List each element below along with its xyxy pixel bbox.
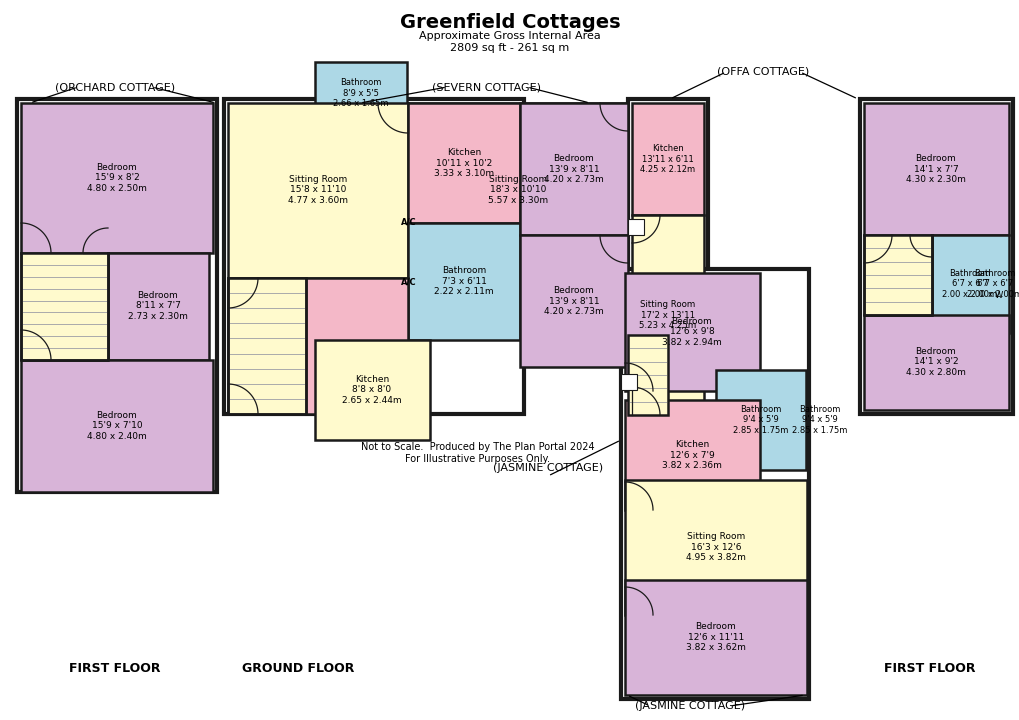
Text: Bedroom
14'1 x 7'7
4.30 x 2.30m: Bedroom 14'1 x 7'7 4.30 x 2.30m [905,154,965,184]
Bar [228,103,408,278]
Text: (JASMINE COTTAGE): (JASMINE COTTAGE) [492,463,602,473]
Bar [21,253,108,360]
Text: Bedroom
14'1 x 9'2
4.30 x 2.80m: Bedroom 14'1 x 9'2 4.30 x 2.80m [905,347,965,377]
Bar [859,99,1012,414]
Text: Bathroom
6'7 x 6'7
2.00 x 2.00m: Bathroom 6'7 x 6'7 2.00 x 2.00m [942,269,997,299]
Bar [621,269,808,699]
Text: Bedroom
15'9 x 7'10
4.80 x 2.40m: Bedroom 15'9 x 7'10 4.80 x 2.40m [87,411,147,441]
Text: Sitting Room
18'3 x 10'10
5.57 x 3.30m: Sitting Room 18'3 x 10'10 5.57 x 3.30m [487,175,547,205]
Bar [315,62,407,124]
Bar [408,103,628,315]
Text: 2809 sq ft - 261 sq m: 2809 sq ft - 261 sq m [450,43,569,53]
Text: Kitchen
8'8 x 8'0
2.65 x 2.44m: Kitchen 8'8 x 8'0 2.65 x 2.44m [341,375,401,405]
Bar [715,370,805,470]
Bar [628,219,643,235]
Bar [632,103,703,215]
Text: For Illustrative Purposes Only.: For Illustrative Purposes Only. [406,454,550,464]
Bar [408,103,520,223]
Bar [632,215,703,415]
Bar [863,315,1008,410]
Text: Bathroom
8'9 x 5'5
2.66 x 1.65m: Bathroom 8'9 x 5'5 2.66 x 1.65m [333,78,388,108]
Bar [228,278,306,414]
Text: Kitchen
12'6 x 7'9
3.82 x 2.36m: Kitchen 12'6 x 7'9 3.82 x 2.36m [661,440,721,470]
Text: Sitting Room
15'8 x 11'10
4.77 x 3.60m: Sitting Room 15'8 x 11'10 4.77 x 3.60m [287,175,347,205]
Bar [408,223,520,340]
Text: Sitting Room
17'2 x 13'11
5.23 x 4.25m: Sitting Room 17'2 x 13'11 5.23 x 4.25m [639,300,696,330]
Text: Bedroom
13'9 x 8'11
4.20 x 2.73m: Bedroom 13'9 x 8'11 4.20 x 2.73m [543,154,603,184]
Bar [21,360,213,492]
Bar [628,99,707,419]
Text: Bedroom
8'11 x 7'7
2.73 x 2.30m: Bedroom 8'11 x 7'7 2.73 x 2.30m [128,291,187,321]
Bar [625,273,759,391]
Text: (JASMINE COTTAGE): (JASMINE COTTAGE) [634,701,744,711]
Text: (OFFA COTTAGE): (OFFA COTTAGE) [716,67,808,77]
Text: FIRST FLOOR: FIRST FLOOR [883,662,975,675]
Text: Bedroom
13'9 x 8'11
4.20 x 2.73m: Bedroom 13'9 x 8'11 4.20 x 2.73m [543,286,603,316]
Text: Bedroom
15'9 x 8'2
4.80 x 2.50m: Bedroom 15'9 x 8'2 4.80 x 2.50m [87,163,147,193]
Text: Bathroom
6'7 x 6'7
2.00 x 2.00m: Bathroom 6'7 x 6'7 2.00 x 2.00m [966,269,1019,299]
Text: FIRST FLOOR: FIRST FLOOR [69,662,161,675]
Text: A/C: A/C [400,277,417,287]
Bar [315,340,430,440]
Bar [625,400,759,510]
Text: C: C [632,222,639,232]
Bar [628,335,667,415]
Text: Greenfield Cottages: Greenfield Cottages [399,12,620,32]
Bar [21,103,213,253]
Bar [931,235,1008,333]
Bar [863,103,1008,235]
Text: C: C [626,377,632,387]
Text: Approximate Gross Internal Area: Approximate Gross Internal Area [419,31,600,41]
Bar [228,278,408,414]
Bar [863,235,931,315]
Bar [520,235,628,367]
Text: (SEVERN COTTAGE): (SEVERN COTTAGE) [432,82,541,92]
Text: Bedroom
12'6 x 11'11
3.82 x 3.62m: Bedroom 12'6 x 11'11 3.82 x 3.62m [686,622,745,652]
Bar [224,99,524,414]
Text: Bathroom
9'4 x 5'9
2.85 x 1.75m: Bathroom 9'4 x 5'9 2.85 x 1.75m [792,405,847,435]
Text: W: W [994,290,1002,300]
Bar [621,374,637,390]
Text: Bedroom
12'6 x 9'8
3.82 x 2.94m: Bedroom 12'6 x 9'8 3.82 x 2.94m [661,317,721,347]
Bar [17,99,217,492]
Text: Kitchen
10'11 x 10'2
3.33 x 3.10m: Kitchen 10'11 x 10'2 3.33 x 3.10m [433,148,493,178]
Bar [520,103,628,235]
Text: A/C: A/C [400,217,417,227]
Text: GROUND FLOOR: GROUND FLOOR [242,662,354,675]
Text: (ORCHARD COTTAGE): (ORCHARD COTTAGE) [55,82,175,92]
Text: Bathroom
9'4 x 5'9
2.85 x 1.75m: Bathroom 9'4 x 5'9 2.85 x 1.75m [733,405,788,435]
Bar [108,253,209,360]
Text: Bathroom
7'3 x 6'11
2.22 x 2.11m: Bathroom 7'3 x 6'11 2.22 x 2.11m [434,266,493,296]
Text: Sitting Room
16'3 x 12'6
4.95 x 3.82m: Sitting Room 16'3 x 12'6 4.95 x 3.82m [686,532,745,562]
Text: Kitchen
13'11 x 6'11
4.25 x 2.12m: Kitchen 13'11 x 6'11 4.25 x 2.12m [640,144,695,174]
Bar [625,580,806,695]
Text: Not to Scale.  Produced by The Plan Portal 2024: Not to Scale. Produced by The Plan Porta… [361,442,594,452]
Bar [625,480,806,615]
